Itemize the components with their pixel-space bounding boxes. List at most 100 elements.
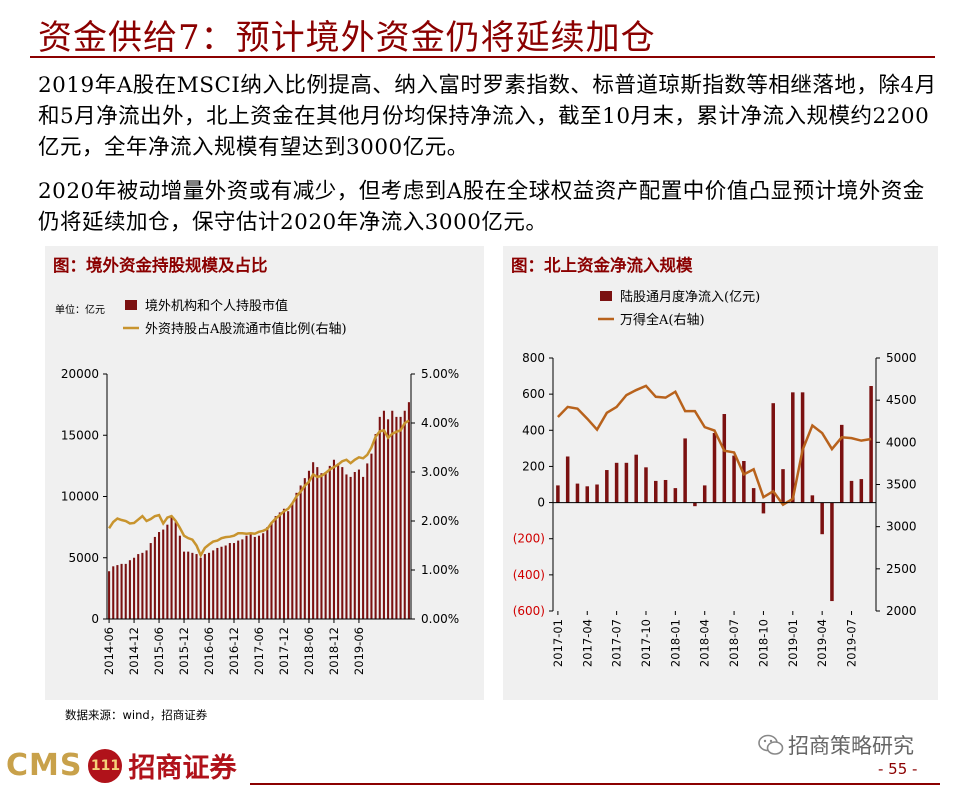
holdings-bar — [366, 463, 369, 619]
y2-tick-label: 2000 — [886, 604, 917, 618]
holdings-bar — [170, 516, 173, 619]
inflow-bar — [605, 470, 609, 503]
holdings-bar — [245, 535, 248, 619]
inflow-bar — [849, 480, 854, 503]
holdings-bar — [337, 463, 340, 619]
y-tick-label: 15000 — [61, 428, 99, 442]
inflow-bar — [781, 469, 785, 503]
holdings-bar — [374, 434, 377, 619]
paragraph-1: 2019年A股在MSCI纳入比例提高、纳入富时罗素指数、标普道琼斯指数等相继落地… — [38, 73, 937, 160]
inflow-bar — [624, 462, 629, 503]
holdings-bar — [357, 469, 360, 619]
x-tick-label: 2019-06 — [352, 627, 366, 675]
holdings-bar — [266, 527, 269, 620]
holdings-bar — [307, 470, 311, 619]
holdings-bar — [362, 476, 365, 619]
holdings-bar — [116, 565, 119, 619]
inflow-bar — [556, 485, 560, 503]
holdings-bar — [174, 522, 177, 619]
holdings-bar — [220, 546, 223, 619]
x-tick-label: 2017-06 — [252, 627, 266, 675]
holdings-bar — [153, 536, 156, 619]
chart-panel-northbound: 图：北上资金净流入规模 陆股通月度净流入(亿元) 万得全A(右轴) (600) (… — [503, 246, 938, 700]
holdings-bar — [228, 543, 231, 619]
wechat-icon — [758, 734, 784, 755]
unit-label: 单位：亿元 — [55, 303, 105, 316]
holdings-bar — [249, 534, 252, 619]
y2-tick-label: 4500 — [886, 393, 917, 407]
y2-tick-label: 3500 — [886, 478, 917, 492]
x-tick-label: 2017-01 — [551, 619, 565, 667]
holdings-bar — [370, 453, 373, 620]
holdings-bar — [341, 467, 344, 619]
y-tick-label: 400 — [522, 423, 545, 437]
inflow-bar — [820, 502, 824, 535]
holdings-bar — [112, 566, 115, 619]
holdings-bar — [195, 554, 198, 619]
inflow-bar — [771, 403, 775, 503]
page-title: 资金供给7：预计境外资金仍将延续加仓 — [38, 18, 656, 58]
y-tick-label: 800 — [522, 351, 545, 365]
y2-tick-label: 5000 — [886, 351, 917, 365]
holdings-bar — [120, 563, 123, 620]
y-tick-label: 600 — [522, 387, 545, 401]
page-number: - 55 - — [878, 760, 918, 778]
holdings-bar — [395, 416, 398, 620]
holdings-bar — [349, 476, 352, 619]
index-line — [556, 384, 872, 507]
holdings-bar — [141, 552, 144, 619]
inflow-bar — [830, 502, 834, 602]
holdings-bar — [237, 540, 240, 619]
footer-divider — [250, 783, 940, 785]
y-tick-label: (200) — [513, 532, 545, 546]
holdings-bar — [203, 554, 206, 619]
company-logo: CMS 111 招商证券 — [6, 746, 236, 785]
legend-label-inflow: 陆股通月度净流入(亿元) — [620, 289, 760, 305]
inflow-bar — [663, 479, 668, 503]
inflow-bar — [634, 454, 638, 503]
holdings-bar — [282, 508, 286, 619]
holdings-bar — [287, 511, 290, 619]
inflow-bar — [683, 438, 687, 503]
holdings-bar — [345, 474, 348, 619]
holdings-bar — [382, 410, 385, 619]
x-tick-label: 2019-01 — [786, 619, 800, 667]
inflow-bar — [654, 480, 658, 503]
inflow-bar — [673, 488, 678, 503]
inflow-bar — [810, 495, 815, 503]
holdings-bar — [399, 416, 402, 620]
y2-tick-label: 4000 — [886, 435, 917, 449]
x-tick-label: 2015-06 — [152, 627, 166, 675]
y2-tick-label: 2500 — [886, 562, 917, 576]
holdings-bar — [199, 557, 202, 619]
wechat-watermark: 招商策略研究 — [758, 730, 914, 760]
inflow-bar — [761, 502, 766, 514]
inflow-bar — [869, 386, 873, 503]
legend-label-holdings: 境外机构和个人持股市值 — [145, 298, 288, 314]
holdings-bar — [207, 552, 211, 619]
holdings-bar — [212, 550, 215, 619]
x-tick-label: 2017-04 — [580, 619, 594, 667]
legend-swatch-holdings — [125, 300, 137, 310]
holdings-bar — [378, 416, 381, 620]
title-divider — [30, 56, 935, 58]
inflow-bar — [791, 392, 795, 503]
holdings-bar — [128, 560, 131, 619]
holdings-bar — [291, 503, 294, 619]
inflow-bar — [614, 462, 619, 503]
holdings-bar — [124, 563, 127, 620]
y2-tick-label: 4.00% — [421, 416, 459, 430]
x-tick-label: 2018-07 — [727, 619, 741, 667]
inflow-bar — [702, 485, 707, 503]
inflow-bar — [595, 484, 599, 503]
y2-tick-label: 1.00% — [421, 563, 459, 577]
x-tick-label: 2016-06 — [202, 627, 216, 675]
paragraph-2: 2020年被动增量外资或有减少，但考虑到A股在全球权益资产配置中价值凸显预计境外… — [38, 179, 925, 235]
inflow-bar — [742, 461, 746, 503]
y-tick-label: 20000 — [61, 367, 99, 381]
holdings-bar — [145, 550, 148, 619]
holdings-bar — [387, 419, 390, 619]
x-tick-label: 2019-07 — [845, 619, 859, 667]
holdings-bar — [158, 532, 161, 619]
holdings-bar — [166, 524, 169, 619]
